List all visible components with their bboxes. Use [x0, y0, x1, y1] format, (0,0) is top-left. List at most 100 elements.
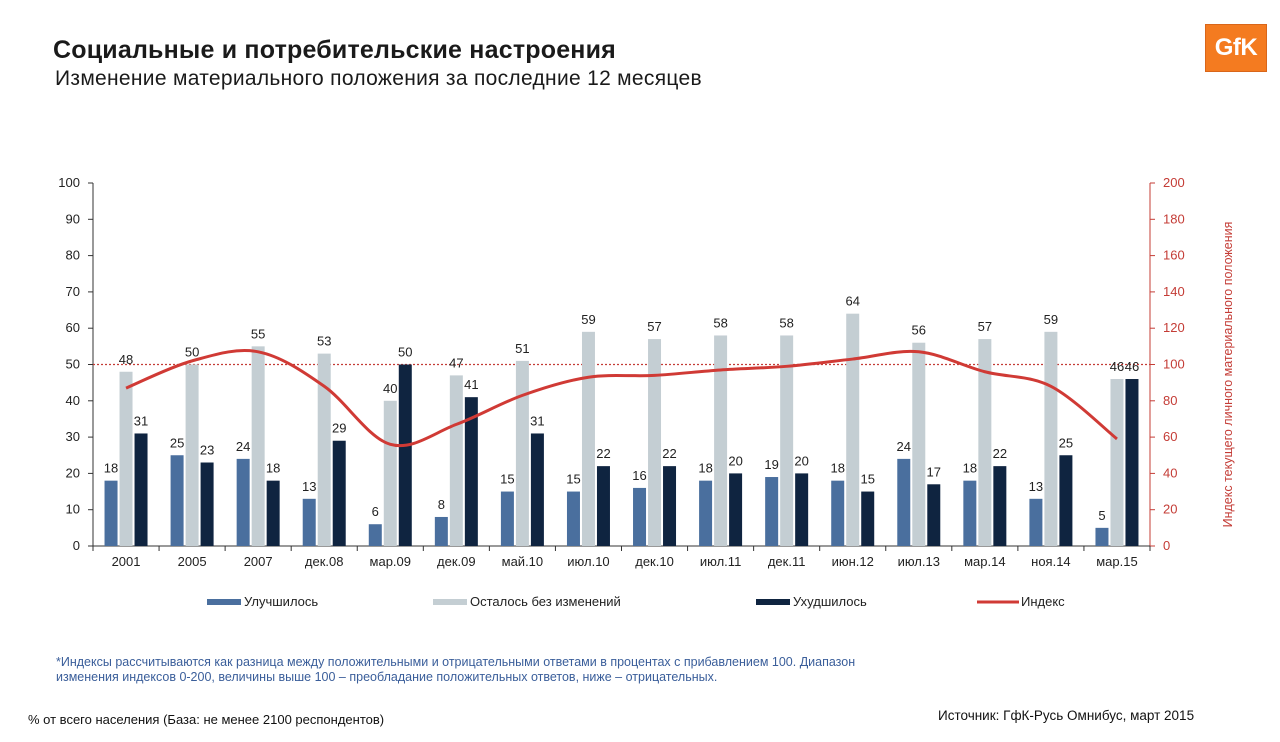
y2-tick-label: 80 — [1163, 393, 1177, 408]
x-tick-label: мар.09 — [370, 554, 411, 569]
legend-label: Индекс — [1021, 594, 1065, 609]
legend-label: Осталось без изменений — [470, 594, 621, 609]
bar-improved — [368, 524, 382, 546]
bar-unchanged — [978, 339, 992, 546]
data-label: 57 — [647, 319, 661, 334]
bar-worsened — [729, 473, 743, 546]
data-label: 8 — [438, 497, 445, 512]
data-label: 51 — [515, 341, 529, 356]
data-label: 18 — [698, 461, 712, 476]
bar-improved — [699, 480, 713, 546]
source-note: Источник: ГфК-Русь Омнибус, март 2015 — [938, 708, 1195, 723]
data-label: 50 — [398, 345, 412, 360]
bar-worsened — [134, 433, 148, 546]
legend-swatch — [433, 599, 467, 605]
bar-unchanged — [846, 313, 860, 546]
data-label: 5 — [1098, 508, 1105, 523]
y-tick-label: 0 — [73, 538, 80, 553]
x-tick-label: мар.15 — [1096, 554, 1137, 569]
bar-unchanged — [581, 331, 595, 546]
footnote: *Индексы рассчитываются как разница межд… — [56, 655, 856, 684]
x-tick-label: мар.14 — [964, 554, 1005, 569]
bar-worsened — [332, 440, 346, 546]
y-tick-label: 20 — [66, 465, 80, 480]
y2-axis-label: Индекс текущего личного материального по… — [1221, 222, 1235, 528]
data-label: 18 — [266, 461, 280, 476]
bar-unchanged — [780, 335, 794, 546]
bar-improved — [434, 516, 448, 546]
y2-tick-label: 180 — [1163, 211, 1185, 226]
bar-worsened — [596, 466, 610, 546]
y2-tick-label: 160 — [1163, 248, 1185, 263]
x-tick-label: 2001 — [112, 554, 141, 569]
bar-worsened — [861, 491, 875, 546]
data-label: 15 — [500, 472, 514, 487]
bar-improved — [302, 498, 316, 546]
data-label: 15 — [860, 472, 874, 487]
bar-unchanged — [714, 335, 728, 546]
data-label: 25 — [1059, 435, 1073, 450]
page-subtitle: Изменение материального положения за пос… — [55, 67, 702, 90]
bar-unchanged — [912, 342, 926, 546]
data-label: 29 — [332, 421, 346, 436]
bar-improved — [236, 458, 250, 546]
bar-worsened — [1125, 379, 1139, 546]
bar-improved — [104, 480, 118, 546]
y2-tick-label: 200 — [1163, 175, 1185, 190]
data-label: 17 — [927, 464, 941, 479]
bar-improved — [633, 487, 647, 546]
y-tick-label: 80 — [66, 248, 80, 263]
data-label: 57 — [978, 319, 992, 334]
data-label: 58 — [713, 315, 727, 330]
y2-tick-label: 40 — [1163, 465, 1177, 480]
data-label: 58 — [779, 315, 793, 330]
data-label: 13 — [1029, 479, 1043, 494]
data-label: 15 — [566, 472, 580, 487]
y-tick-label: 70 — [66, 284, 80, 299]
data-label: 56 — [912, 323, 926, 338]
x-tick-label: ноя.14 — [1031, 554, 1071, 569]
page-title: Социальные и потребительские настроения — [53, 36, 616, 64]
x-tick-label: дек.09 — [437, 554, 476, 569]
data-label: 18 — [104, 461, 118, 476]
bar-worsened — [200, 462, 214, 546]
bar-unchanged — [449, 375, 463, 546]
bar-unchanged — [1110, 379, 1124, 546]
x-tick-label: 2005 — [178, 554, 207, 569]
y2-tick-label: 100 — [1163, 357, 1185, 372]
data-label: 13 — [302, 479, 316, 494]
data-label: 22 — [993, 446, 1007, 461]
bar-worsened — [266, 480, 280, 546]
bar-unchanged — [648, 339, 662, 546]
legend-swatch — [207, 599, 241, 605]
data-label: 20 — [794, 453, 808, 468]
bar-worsened — [1059, 455, 1073, 546]
data-label: 24 — [236, 439, 250, 454]
x-tick-label: май.10 — [502, 554, 544, 569]
bar-improved — [831, 480, 845, 546]
bar-improved — [897, 458, 911, 546]
data-label: 40 — [383, 381, 397, 396]
y-tick-label: 10 — [66, 502, 80, 517]
bar-unchanged — [119, 371, 133, 546]
data-label: 24 — [897, 439, 911, 454]
y2-tick-label: 120 — [1163, 320, 1185, 335]
bar-improved — [170, 455, 184, 546]
bar-improved — [500, 491, 514, 546]
bar-improved — [963, 480, 977, 546]
gfk-logo: GfK — [1205, 24, 1267, 72]
bar-worsened — [464, 397, 478, 546]
y-tick-label: 30 — [66, 429, 80, 444]
x-tick-label: июл.10 — [567, 554, 609, 569]
bar-unchanged — [251, 346, 265, 546]
bar-worsened — [663, 466, 677, 546]
data-label: 20 — [728, 453, 742, 468]
data-label: 55 — [251, 326, 265, 341]
bar-improved — [1029, 498, 1043, 546]
bar-unchanged — [317, 353, 331, 546]
y2-tick-label: 0 — [1163, 538, 1170, 553]
data-label: 59 — [1044, 312, 1058, 327]
bar-improved — [765, 477, 779, 546]
x-tick-label: июл.13 — [898, 554, 940, 569]
